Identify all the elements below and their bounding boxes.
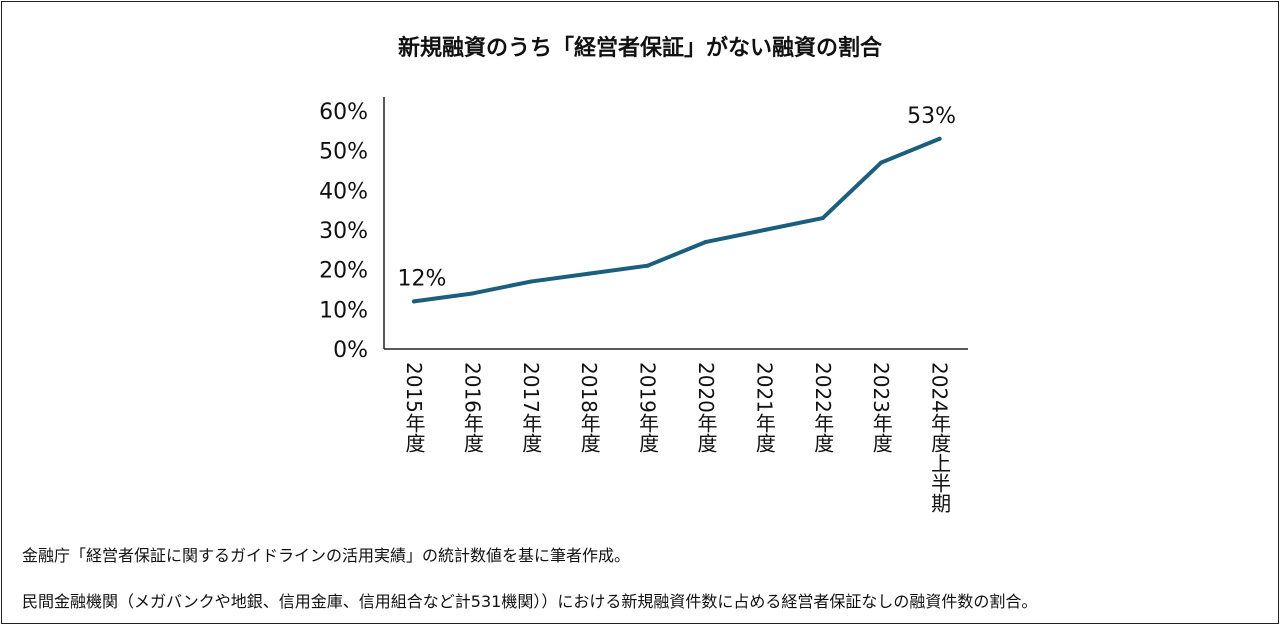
data-point (820, 216, 825, 221)
y-tick-label: 40% (319, 179, 368, 204)
data-point (470, 291, 475, 296)
x-tick-label: 2018年度 (577, 362, 601, 453)
data-point (412, 299, 416, 304)
data-point (704, 239, 708, 244)
data-label: 53% (907, 104, 956, 129)
x-tick-label: 2020年度 (694, 362, 718, 453)
x-tick-label: 2023年度 (869, 362, 893, 453)
scope-note: 民間金融機関（メガバンクや地銀、信用金庫、信用組合など計531機関））における新… (22, 592, 1038, 611)
data-point (587, 271, 592, 276)
y-tick-label: 30% (319, 219, 368, 244)
chart-title: 新規融資のうち「経営者保証」がない融資の割合 (397, 36, 882, 61)
x-tick-label: 2022年度 (811, 362, 835, 453)
x-tick-label: 2016年度 (460, 362, 484, 453)
y-tick-label: 0% (333, 338, 368, 363)
data-label: 12% (398, 266, 447, 291)
x-tick-label: 2017年度 (519, 362, 543, 453)
data-point (937, 136, 942, 141)
source-note: 金融庁「経営者保証に関するガイドラインの活用実績」の統計数値を基に筆者作成。 (22, 546, 631, 565)
y-tick-label: 60% (319, 100, 368, 125)
x-tick-label: 2015年度 (402, 362, 426, 453)
data-point (762, 228, 767, 232)
y-tick-label: 20% (319, 259, 368, 284)
y-tick-label: 10% (319, 298, 368, 323)
data-point (645, 263, 650, 268)
series-line (412, 136, 942, 304)
y-tick-label: 50% (319, 140, 368, 165)
x-tick-label: 2019年度 (636, 362, 660, 453)
data-point (879, 160, 884, 165)
x-tick-label: 2021年度 (752, 362, 776, 453)
x-tick-label: 2024年度上半期 (928, 362, 952, 513)
data-point (528, 279, 533, 284)
